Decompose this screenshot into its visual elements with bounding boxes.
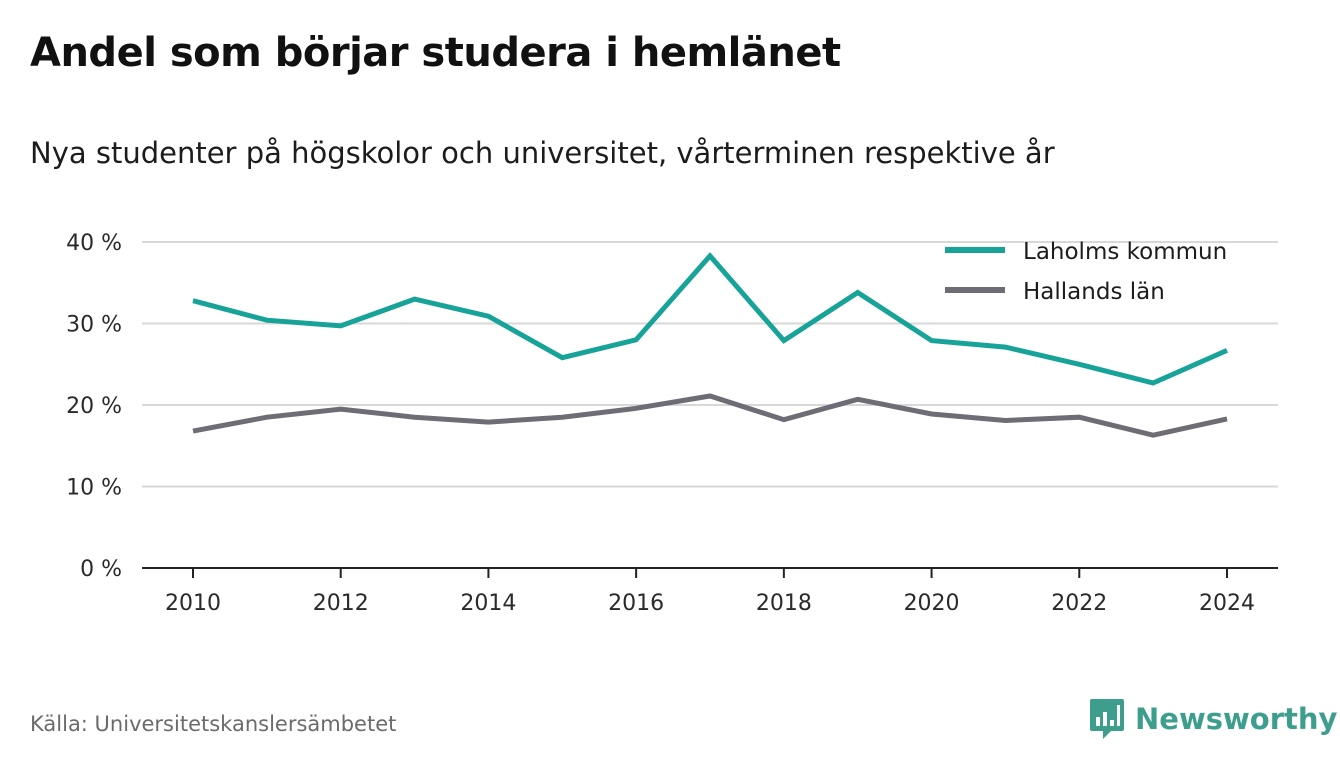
legend-label: Laholms kommun bbox=[1023, 239, 1227, 265]
newsworthy-chart-bubble-icon bbox=[1090, 699, 1124, 739]
x-tick-label: 2018 bbox=[756, 591, 812, 616]
x-tick-label: 2022 bbox=[1051, 591, 1107, 616]
chart-subtitle: Nya studenter på högskolor och universit… bbox=[30, 136, 1055, 170]
y-tick-label: 0 % bbox=[80, 557, 122, 582]
x-tick-label: 2010 bbox=[165, 591, 221, 616]
y-tick-label: 10 % bbox=[66, 476, 122, 501]
source-note: Källa: Universitetskanslersämbetet bbox=[30, 712, 397, 736]
y-tick-label: 20 % bbox=[66, 394, 122, 419]
brand-logo: Newsworthy bbox=[1089, 698, 1337, 740]
y-tick-label: 30 % bbox=[66, 313, 122, 338]
legend-label: Hallands län bbox=[1023, 279, 1165, 305]
chart-title: Andel som börjar studera i hemlänet bbox=[30, 30, 841, 76]
x-tick-label: 2020 bbox=[904, 591, 960, 616]
x-tick-label: 2024 bbox=[1199, 591, 1255, 616]
brand-name: Newsworthy bbox=[1135, 702, 1338, 736]
series-line-hallands-län bbox=[192, 393, 1228, 438]
y-tick-label: 40 % bbox=[66, 231, 122, 256]
x-tick-label: 2014 bbox=[460, 591, 516, 616]
line-chart: 0 % 10 % 20 % 30 % 40 % 2010 2012 2014 2016 2018 2… bbox=[66, 231, 1278, 616]
x-tick-label: 2012 bbox=[313, 591, 369, 616]
series-line-laholms-kommun bbox=[192, 252, 1229, 386]
x-tick-label: 2016 bbox=[608, 591, 664, 616]
